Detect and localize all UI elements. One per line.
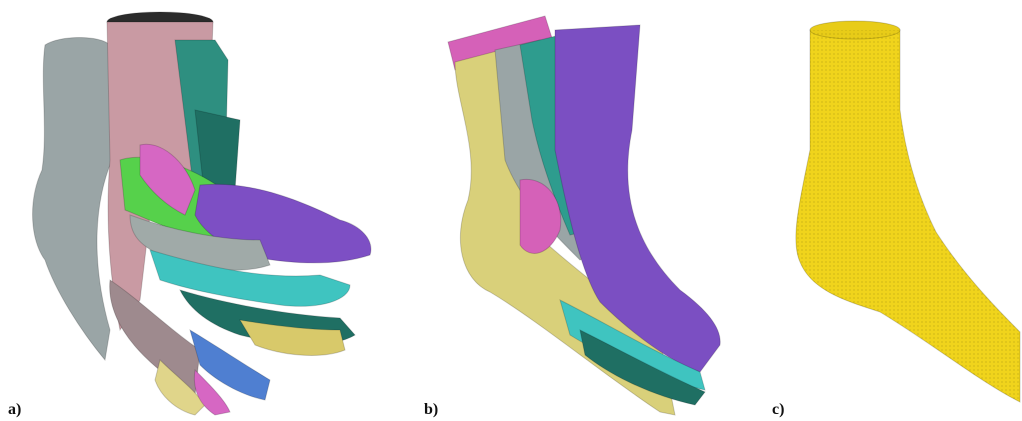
panel-label: a) <box>8 401 21 418</box>
panel-label: b) <box>424 401 438 418</box>
figure: a) b) c) <box>0 0 1022 421</box>
panel-label: c) <box>772 401 784 418</box>
page: a) b) c) (() => { const data = JSON.pars… <box>0 0 1022 421</box>
panel-c-mesh <box>796 21 1020 402</box>
panel-a-mesh <box>30 12 380 415</box>
panel-b-mesh <box>448 16 720 415</box>
